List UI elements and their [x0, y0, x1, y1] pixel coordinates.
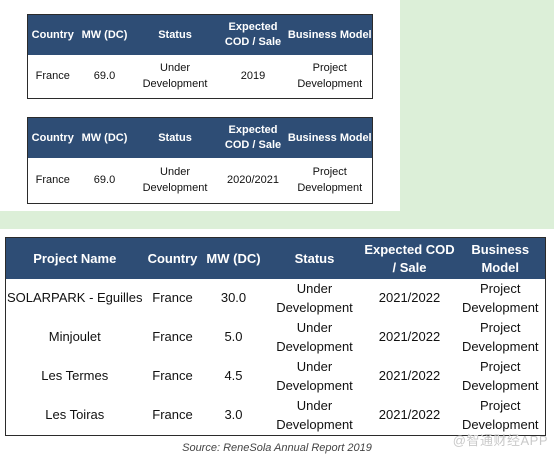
cell-business-model: Project Development [461, 398, 539, 432]
cell-status: Under Development [142, 166, 208, 194]
cell-business-model: Project Development [461, 320, 539, 354]
cell-country: France [35, 69, 70, 82]
cell-expected-cod: 2021/2022 [378, 368, 441, 384]
project-table-2020: Country MW (DC) Status Expected COD / Sa… [27, 117, 373, 204]
watermark: @智通财经APP [452, 433, 548, 448]
cell-business-model: Project Development [461, 281, 539, 315]
cell-mw: 69.0 [93, 69, 116, 82]
table-row: Les Termes France 4.5 Under Development … [6, 357, 546, 396]
cell-mw: 30.0 [220, 290, 247, 306]
cell-status: Under Development [276, 398, 353, 432]
cell-expected-cod: 2020/2021 [227, 173, 279, 186]
cell-project-name: Les Toiras [45, 407, 105, 423]
cell-country: France [152, 329, 193, 345]
cell-country: France [152, 368, 193, 384]
header-expected-cod: Expected COD / Sale [218, 14, 288, 55]
project-table-2019: Country MW (DC) Status Expected COD / Sa… [27, 14, 373, 99]
cell-mw: 69.0 [93, 173, 116, 186]
table-header-row: Project Name Country MW (DC) Status Expe… [5, 237, 546, 279]
table-header-row: Country MW (DC) Status Expected COD / Sa… [27, 14, 373, 55]
cell-status: Under Development [276, 281, 353, 315]
header-mw: MW (DC) [201, 237, 266, 279]
header-status: Status [131, 117, 219, 158]
header-mw: MW (DC) [77, 117, 132, 158]
cell-business-model: Project Development [297, 62, 363, 90]
cell-country: France [35, 173, 70, 186]
header-business-model: Business Model [287, 14, 373, 55]
table-row: France 69.0 Under Development 2019 Proje… [28, 55, 373, 99]
header-expected-cod: Expected COD / Sale [363, 237, 456, 279]
cell-mw: 3.0 [224, 407, 243, 423]
cell-business-model: Project Development [297, 166, 363, 194]
cell-status: Under Development [276, 359, 353, 393]
header-project-name: Project Name [5, 237, 144, 279]
cell-expected-cod: 2021/2022 [378, 407, 441, 423]
cell-country: France [152, 290, 193, 306]
header-country: Country [27, 117, 78, 158]
header-business-model: Business Model [455, 237, 546, 279]
cell-expected-cod: 2019 [240, 69, 266, 82]
table-row: Minjoulet France 5.0 Under Development 2… [6, 318, 546, 357]
header-business-model: Business Model [287, 117, 373, 158]
cell-project-name: Minjoulet [48, 329, 101, 345]
cell-project-name: SOLARPARK - Eguilles [6, 290, 143, 306]
header-country: Country [27, 14, 78, 55]
cell-country: France [152, 407, 193, 423]
cell-expected-cod: 2021/2022 [378, 329, 441, 345]
source-caption: Source: ReneSola Annual Report 2019 [182, 442, 372, 454]
cell-status: Under Development [142, 62, 208, 90]
top-panel: Country MW (DC) Status Expected COD / Sa… [0, 0, 400, 211]
table-header-row: Country MW (DC) Status Expected COD / Sa… [27, 117, 373, 158]
cell-business-model: Project Development [461, 359, 539, 393]
cell-mw: 5.0 [224, 329, 243, 345]
project-table-2021: Project Name Country MW (DC) Status Expe… [5, 237, 546, 436]
header-mw: MW (DC) [77, 14, 132, 55]
cell-status: Under Development [276, 320, 353, 354]
header-status: Status [265, 237, 364, 279]
header-expected-cod: Expected COD / Sale [218, 117, 288, 158]
cell-expected-cod: 2021/2022 [378, 290, 441, 306]
table-row: SOLARPARK - Eguilles France 30.0 Under D… [6, 279, 546, 318]
table-row: France 69.0 Under Development 2020/2021 … [28, 158, 373, 204]
table-row: Les Toiras France 3.0 Under Development … [6, 396, 546, 436]
header-country: Country [143, 237, 202, 279]
header-status: Status [131, 14, 219, 55]
cell-project-name: Les Termes [41, 368, 109, 384]
cell-mw: 4.5 [224, 368, 243, 384]
